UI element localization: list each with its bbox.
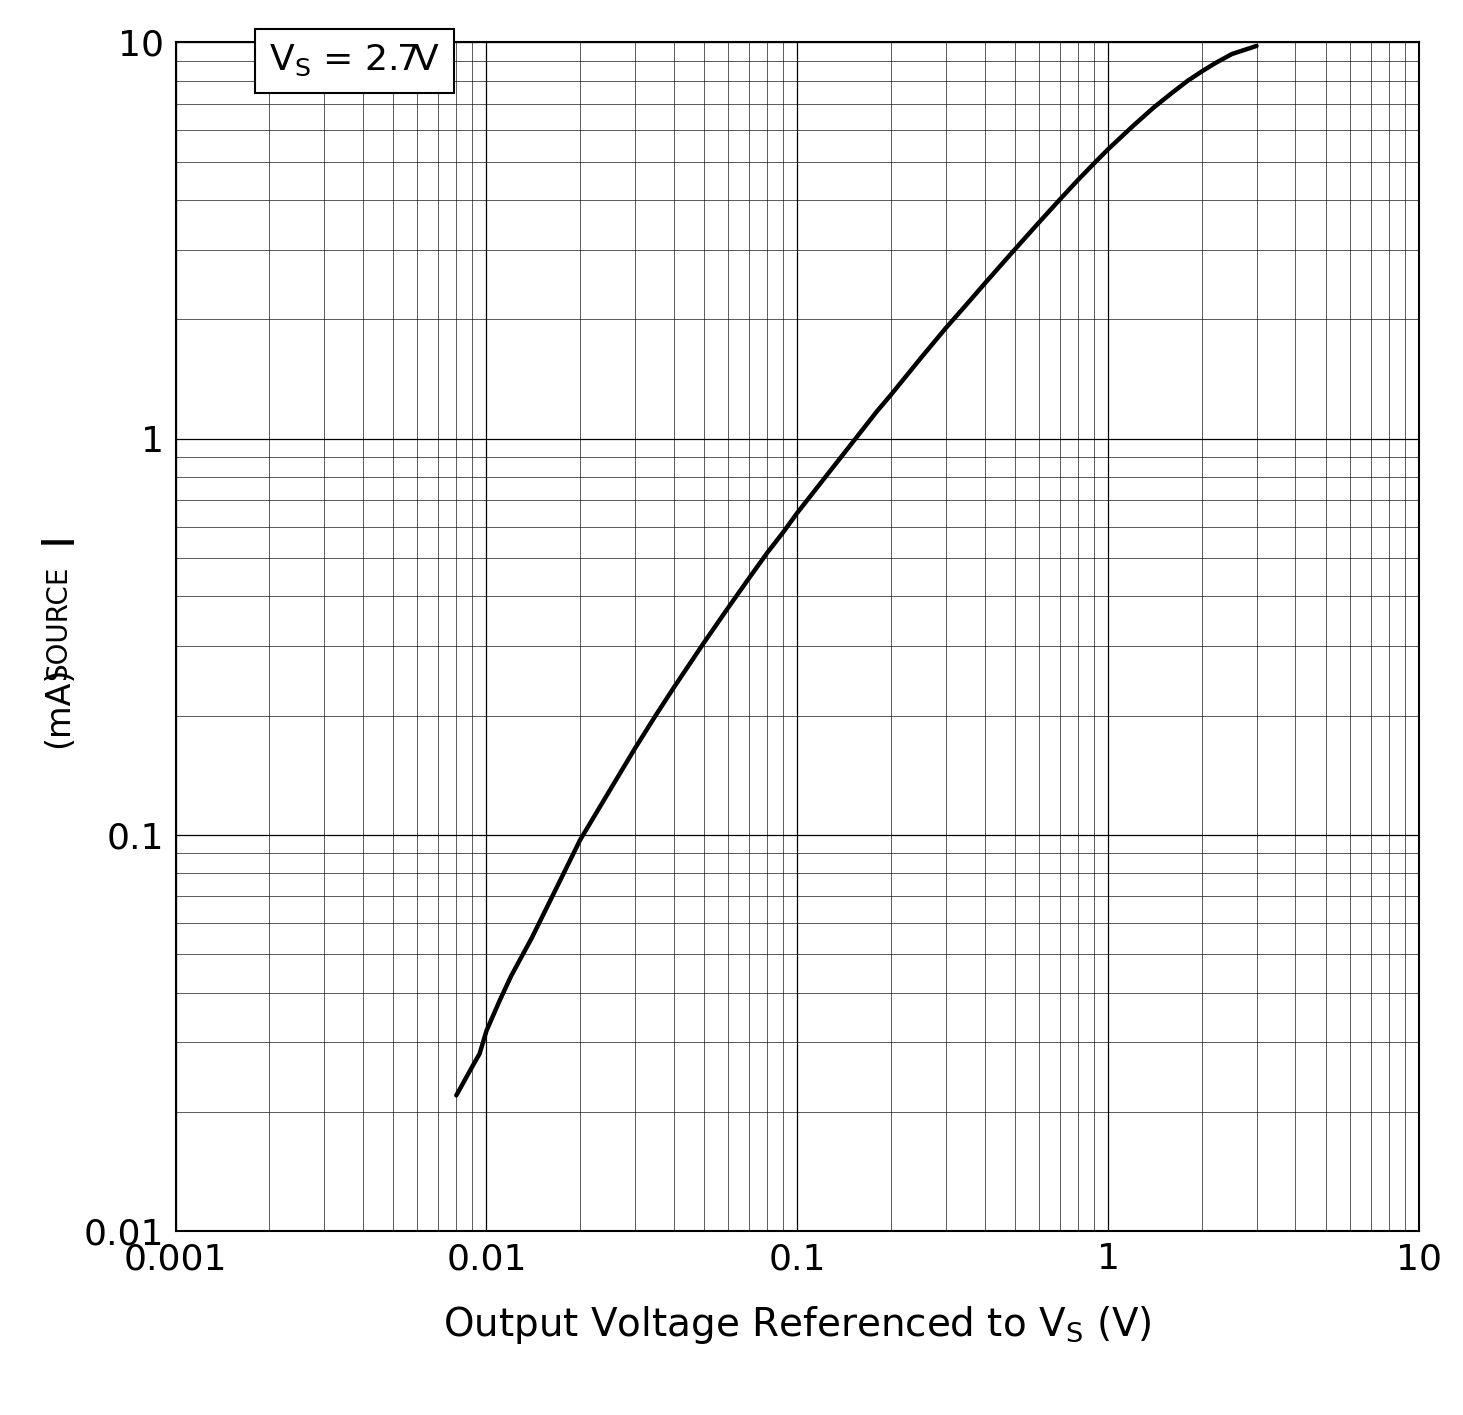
Text: I: I (37, 531, 80, 545)
Text: $\mathregular{V_S}$ = 2.7V: $\mathregular{V_S}$ = 2.7V (269, 42, 439, 78)
X-axis label: Output Voltage Referenced to $\mathregular{V_S}$ (V): Output Voltage Referenced to $\mathregul… (443, 1305, 1151, 1346)
Text: (mA): (mA) (42, 666, 75, 749)
Text: SOURCE: SOURCE (44, 566, 73, 679)
